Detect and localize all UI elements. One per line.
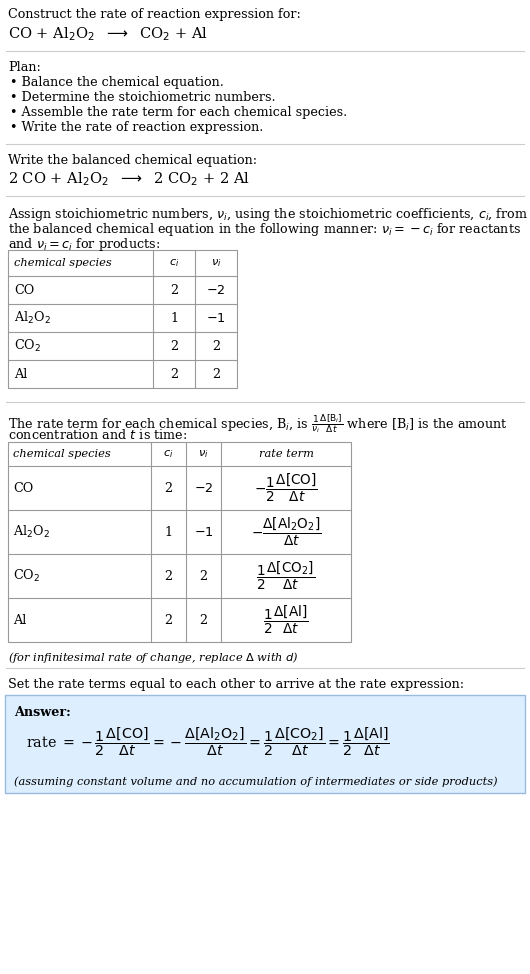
Text: $-2$: $-2$ xyxy=(206,283,226,296)
Text: • Balance the chemical equation.: • Balance the chemical equation. xyxy=(10,76,224,89)
Text: 2: 2 xyxy=(199,570,208,582)
Text: • Write the rate of reaction expression.: • Write the rate of reaction expression. xyxy=(10,121,263,134)
Text: Construct the rate of reaction expression for:: Construct the rate of reaction expressio… xyxy=(8,8,301,21)
Text: the balanced chemical equation in the following manner: $\nu_i = -c_i$ for react: the balanced chemical equation in the fo… xyxy=(8,221,521,238)
Text: chemical species: chemical species xyxy=(14,258,112,268)
Text: 2: 2 xyxy=(170,367,178,381)
Text: $-\dfrac{\Delta[\mathrm{Al_2O_2}]}{\Delta t}$: $-\dfrac{\Delta[\mathrm{Al_2O_2}]}{\Delt… xyxy=(251,516,321,548)
Text: chemical species: chemical species xyxy=(13,449,111,459)
Text: concentration and $t$ is time:: concentration and $t$ is time: xyxy=(8,428,188,442)
Text: 2: 2 xyxy=(170,283,178,296)
Text: Al: Al xyxy=(14,367,28,381)
Text: CO$_2$: CO$_2$ xyxy=(14,338,41,355)
Text: CO$_2$: CO$_2$ xyxy=(13,568,40,584)
Text: $c_i$: $c_i$ xyxy=(163,448,174,460)
FancyBboxPatch shape xyxy=(5,695,525,793)
Text: $\dfrac{1}{2}\dfrac{\Delta[\mathrm{CO_2}]}{\Delta t}$: $\dfrac{1}{2}\dfrac{\Delta[\mathrm{CO_2}… xyxy=(257,560,315,592)
Text: • Determine the stoichiometric numbers.: • Determine the stoichiometric numbers. xyxy=(10,91,276,104)
Text: $-\dfrac{1}{2}\dfrac{\Delta[\mathrm{CO}]}{\Delta t}$: $-\dfrac{1}{2}\dfrac{\Delta[\mathrm{CO}]… xyxy=(254,471,318,505)
Text: 2: 2 xyxy=(212,340,220,353)
Text: CO: CO xyxy=(13,481,33,495)
Text: Answer:: Answer: xyxy=(14,706,70,719)
Text: rate $= -\dfrac{1}{2}\dfrac{\Delta[\mathrm{CO}]}{\Delta t} = -\dfrac{\Delta[\mat: rate $= -\dfrac{1}{2}\dfrac{\Delta[\math… xyxy=(26,726,390,759)
Text: CO: CO xyxy=(14,283,34,296)
Text: $\dfrac{1}{2}\dfrac{\Delta[\mathrm{Al}]}{\Delta t}$: $\dfrac{1}{2}\dfrac{\Delta[\mathrm{Al}]}… xyxy=(263,604,308,636)
Text: 2: 2 xyxy=(212,367,220,381)
Text: $-1$: $-1$ xyxy=(193,526,214,539)
Text: $\nu_i$: $\nu_i$ xyxy=(211,257,221,269)
Text: $-2$: $-2$ xyxy=(194,481,213,495)
Text: $\nu_i$: $\nu_i$ xyxy=(198,448,209,460)
Text: • Assemble the rate term for each chemical species.: • Assemble the rate term for each chemic… xyxy=(10,106,347,119)
Text: (assuming constant volume and no accumulation of intermediates or side products): (assuming constant volume and no accumul… xyxy=(14,776,498,787)
Text: Al$_2$O$_2$: Al$_2$O$_2$ xyxy=(14,310,51,326)
Text: Al: Al xyxy=(13,614,26,626)
Text: Set the rate terms equal to each other to arrive at the rate expression:: Set the rate terms equal to each other t… xyxy=(8,678,464,691)
Text: The rate term for each chemical species, B$_i$, is $\frac{1}{\nu_i}\frac{\Delta[: The rate term for each chemical species,… xyxy=(8,412,508,434)
Text: Plan:: Plan: xyxy=(8,61,41,74)
Text: CO + Al$_2$O$_2$  $\longrightarrow$  CO$_2$ + Al: CO + Al$_2$O$_2$ $\longrightarrow$ CO$_2… xyxy=(8,25,208,43)
Text: Write the balanced chemical equation:: Write the balanced chemical equation: xyxy=(8,154,257,167)
Text: 1: 1 xyxy=(164,526,172,539)
Text: Assign stoichiometric numbers, $\nu_i$, using the stoichiometric coefficients, $: Assign stoichiometric numbers, $\nu_i$, … xyxy=(8,206,528,223)
Text: 2: 2 xyxy=(164,570,173,582)
Text: 2: 2 xyxy=(170,340,178,353)
Bar xyxy=(8,250,237,388)
Text: (for infinitesimal rate of change, replace $\Delta$ with $d$): (for infinitesimal rate of change, repla… xyxy=(8,650,299,665)
Text: $c_i$: $c_i$ xyxy=(169,257,179,269)
Text: 1: 1 xyxy=(170,312,178,324)
Text: 2: 2 xyxy=(164,614,173,626)
Text: $-1$: $-1$ xyxy=(206,312,226,324)
Text: 2: 2 xyxy=(164,481,173,495)
Text: 2: 2 xyxy=(199,614,208,626)
Text: and $\nu_i = c_i$ for products:: and $\nu_i = c_i$ for products: xyxy=(8,236,160,253)
Text: Al$_2$O$_2$: Al$_2$O$_2$ xyxy=(13,524,50,540)
Text: rate term: rate term xyxy=(259,449,313,459)
Text: 2 CO + Al$_2$O$_2$  $\longrightarrow$  2 CO$_2$ + 2 Al: 2 CO + Al$_2$O$_2$ $\longrightarrow$ 2 C… xyxy=(8,170,250,188)
Bar xyxy=(8,442,351,642)
